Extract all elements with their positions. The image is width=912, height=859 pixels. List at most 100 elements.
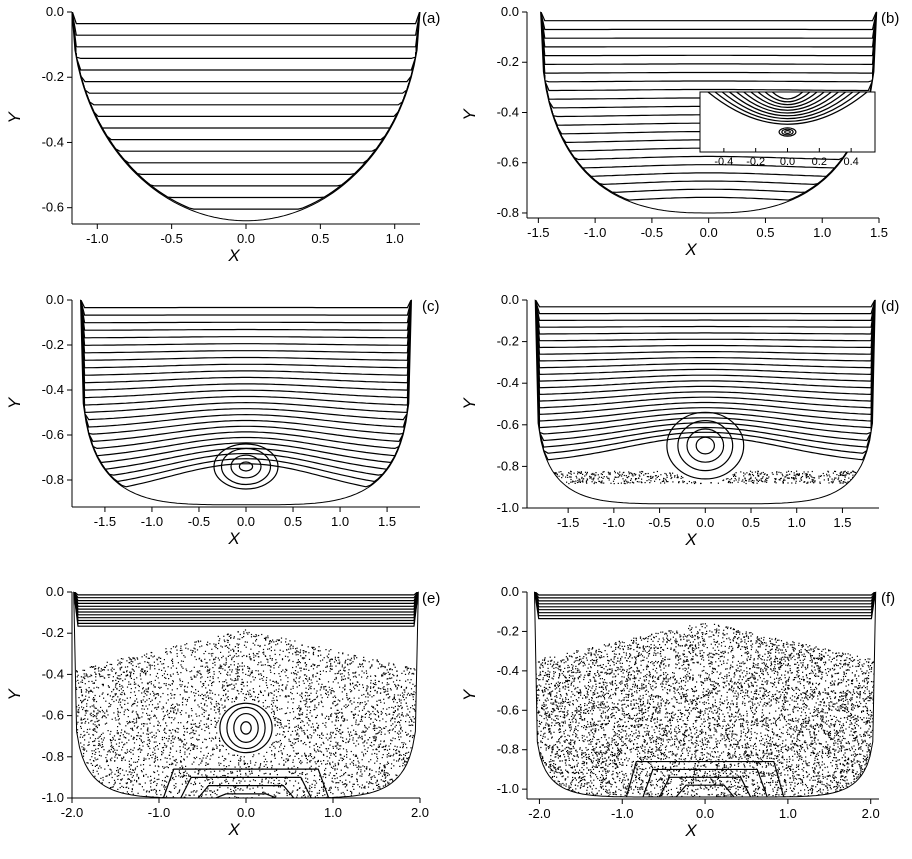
sea-point <box>678 482 679 483</box>
sea-point <box>127 666 128 667</box>
sea-point <box>286 686 287 687</box>
sea-point <box>357 779 358 780</box>
sea-point <box>732 482 733 483</box>
sea-point <box>287 707 288 708</box>
sea-point <box>235 678 236 679</box>
sea-point <box>225 759 226 760</box>
sea-point <box>195 676 196 677</box>
sea-point <box>765 480 766 481</box>
sea-point <box>95 666 96 667</box>
sea-point <box>330 732 331 733</box>
sea-point <box>209 733 210 734</box>
sea-point <box>86 674 87 675</box>
sea-point <box>581 477 582 478</box>
sea-point <box>128 722 129 723</box>
sea-point <box>138 777 139 778</box>
sea-point <box>787 482 788 483</box>
sea-point <box>223 746 224 747</box>
sea-point <box>197 746 198 747</box>
sea-point <box>586 474 587 475</box>
sea-point <box>328 694 329 695</box>
sea-point <box>124 700 125 701</box>
sea-point <box>199 758 200 759</box>
sea-point <box>193 651 194 652</box>
sea-point <box>376 761 377 762</box>
sea-point <box>287 759 288 760</box>
sea-point <box>326 694 327 695</box>
sea-point <box>406 758 407 759</box>
sea-point <box>141 741 142 742</box>
sea-point <box>250 763 251 764</box>
sea-point <box>157 729 158 730</box>
sea-point <box>839 480 840 481</box>
sea-point <box>192 744 193 745</box>
sea-point <box>101 794 102 795</box>
sea-point <box>212 749 213 750</box>
sea-point <box>154 781 155 782</box>
sea-point <box>275 796 276 797</box>
sea-point <box>373 726 374 727</box>
sea-point <box>556 481 557 482</box>
sea-point <box>405 744 406 745</box>
sea-point <box>348 669 349 670</box>
sea-point <box>141 716 142 717</box>
sea-point <box>364 745 365 746</box>
sea-point <box>198 691 199 692</box>
sea-point <box>558 481 559 482</box>
sea-point <box>301 714 302 715</box>
sea-point <box>165 671 166 672</box>
sea-point <box>382 687 383 688</box>
sea-point <box>321 744 322 745</box>
sea-point <box>230 664 231 665</box>
sea-point <box>874 471 875 472</box>
sea-point <box>415 747 416 748</box>
sea-point <box>418 777 419 778</box>
sea-point <box>341 716 342 717</box>
sea-point <box>329 789 330 790</box>
sea-point <box>410 668 411 669</box>
sea-point <box>146 774 147 775</box>
sea-point <box>368 727 369 728</box>
sea-point <box>342 740 343 741</box>
sea-point <box>171 667 172 668</box>
sea-point <box>356 657 357 658</box>
sea-point <box>246 698 247 699</box>
sea-point <box>268 781 269 782</box>
sea-point <box>336 677 337 678</box>
sea-point <box>373 686 374 687</box>
sea-point <box>820 476 821 477</box>
sea-point <box>595 472 596 473</box>
sea-point <box>150 723 151 724</box>
sea-point <box>385 784 386 785</box>
sea-point <box>212 748 213 749</box>
sea-point <box>319 735 320 736</box>
sea-point <box>119 690 120 691</box>
sea-point <box>218 668 219 669</box>
sea-point <box>215 793 216 794</box>
sea-point <box>120 698 121 699</box>
sea-point <box>338 671 339 672</box>
sea-point <box>342 732 343 733</box>
sea-point <box>216 705 217 706</box>
sea-point <box>120 735 121 736</box>
sea-point <box>316 717 317 718</box>
sea-point <box>296 753 297 754</box>
sea-point <box>794 472 795 473</box>
sea-point <box>74 769 75 770</box>
sea-point <box>175 731 176 732</box>
sea-point <box>219 750 220 751</box>
sea-point <box>844 479 845 480</box>
sea-point <box>114 780 115 781</box>
sea-point <box>170 674 171 675</box>
sea-point <box>418 712 419 713</box>
sea-point <box>163 786 164 787</box>
sea-point <box>292 731 293 732</box>
sea-point <box>265 638 266 639</box>
sea-point <box>268 694 269 695</box>
sea-point <box>162 737 163 738</box>
sea-point <box>147 755 148 756</box>
sea-point <box>376 771 377 772</box>
sea-point <box>405 753 406 754</box>
sea-point <box>295 681 296 682</box>
sea-point <box>259 767 260 768</box>
